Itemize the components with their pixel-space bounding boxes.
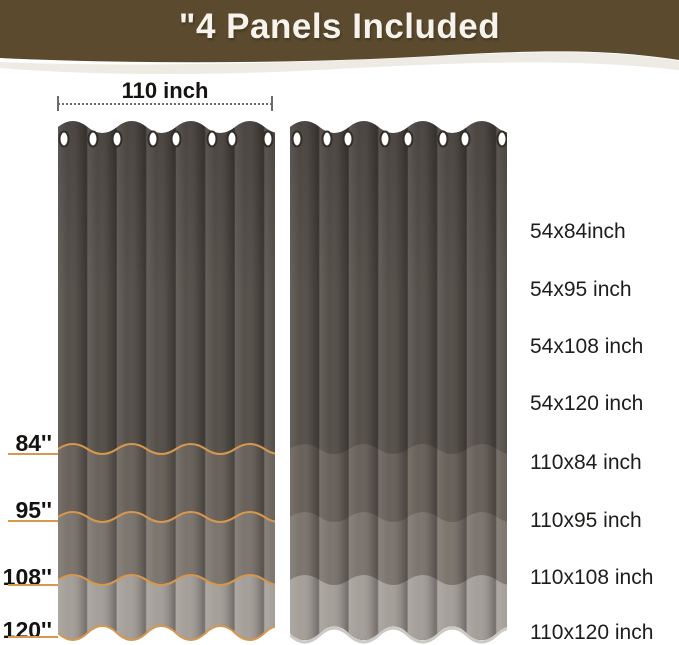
bottom-shadow <box>290 626 507 644</box>
size-option-110x95: 110x95 inch <box>530 509 642 532</box>
length-divider-lines-orange <box>58 443 275 641</box>
length-marker-108-line <box>8 584 58 586</box>
banner-wave-shape <box>0 0 679 75</box>
page-title: "4 Panels Included <box>178 7 501 46</box>
size-option-110x108: 110x108 inch <box>530 566 654 589</box>
size-option-54x95: 54x95 inch <box>530 278 632 301</box>
length-marker-84-line <box>8 453 58 455</box>
width-measure-label: 110 inch <box>121 78 209 103</box>
measure-tick-right <box>271 96 273 111</box>
length-marker-108: 108'' <box>2 564 52 590</box>
banner-background <box>0 0 679 63</box>
length-marker-84: 84'' <box>15 430 52 456</box>
length-marker-120: 120'' <box>2 617 52 643</box>
grommets <box>58 130 274 148</box>
banner-shadow-wave <box>0 52 679 75</box>
curtain-panel-right <box>290 121 507 644</box>
size-option-110x84: 110x84 inch <box>530 451 642 474</box>
measure-tick-left <box>57 96 59 111</box>
size-option-54x108: 54x108 inch <box>530 335 644 358</box>
length-marker-120-line <box>8 636 58 638</box>
curtain-fabric-sections <box>290 121 507 640</box>
curtain-fabric-sections <box>58 121 275 640</box>
size-option-110x120: 110x120 inch <box>530 621 654 644</box>
length-marker-95: 95'' <box>15 497 52 523</box>
curtain-panel-left <box>58 121 275 641</box>
size-option-54x84: 54x84inch <box>530 220 626 243</box>
width-measure-line <box>58 103 272 105</box>
length-marker-95-line <box>8 520 58 522</box>
size-option-54x120: 54x120 inch <box>530 392 644 415</box>
grommets <box>291 130 507 148</box>
